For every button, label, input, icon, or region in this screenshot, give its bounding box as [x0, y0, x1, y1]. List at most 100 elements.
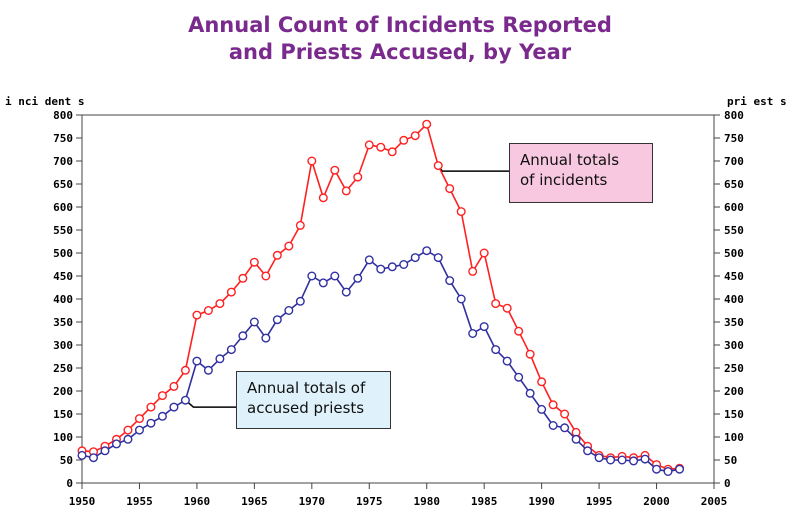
incidents-data-point: [272, 250, 282, 260]
right-y-tick-label: 500: [724, 247, 744, 260]
incidents-data-point: [169, 381, 179, 391]
chart-title-line-1: Annual Count of Incidents Reported: [188, 13, 612, 37]
incidents-data-point: [215, 299, 225, 309]
priests-data-point: [640, 454, 650, 464]
priests-data-point: [146, 418, 156, 428]
right-axis-label: pri est s: [727, 95, 787, 108]
left-y-tick-label: 0: [66, 477, 73, 490]
incidents-data-point: [468, 266, 478, 276]
right-y-tick-label: 50: [724, 454, 737, 467]
priests-data-point: [491, 345, 501, 355]
right-y-tick-label: 600: [724, 201, 744, 214]
priests-data-point: [433, 253, 443, 263]
priests-data-point: [88, 453, 98, 463]
incidents-data-point: [525, 349, 535, 359]
incidents-data-point: [502, 303, 512, 313]
incidents-data-point: [238, 273, 248, 283]
priests-data-point: [445, 276, 455, 286]
incidents-data-point: [307, 156, 317, 166]
left-y-tick-label: 350: [53, 316, 73, 329]
x-tick-label: 1995: [586, 495, 613, 508]
incidents-data-point: [353, 172, 363, 182]
incidents-data-point: [433, 161, 443, 171]
incidents-data-point: [180, 365, 190, 375]
left-y-tick-label: 250: [53, 362, 73, 375]
priests-data-point: [376, 264, 386, 274]
incidents-data-point: [157, 391, 167, 401]
priests-data-point: [169, 402, 179, 412]
left-y-tick-label: 300: [53, 339, 73, 352]
incidents-data-point: [318, 193, 328, 203]
right-y-tick-label: 750: [724, 132, 744, 145]
priests-data-point: [364, 255, 374, 265]
priests-data-point: [548, 421, 558, 431]
right-y-tick-label: 350: [724, 316, 744, 329]
incidents-data-point: [284, 241, 294, 251]
incidents-data-point: [422, 119, 432, 129]
priests-series-line: [81, 249, 680, 473]
priests-data-point: [560, 423, 570, 433]
right-y-tick-label: 650: [724, 178, 744, 191]
priests-data-point: [261, 333, 271, 343]
left-y-tick-label: 200: [53, 385, 73, 398]
priests-data-point: [341, 287, 351, 297]
incidents-data-point: [226, 287, 236, 297]
incidents-data-point: [134, 414, 144, 424]
priests-data-point: [249, 317, 259, 327]
priests-data-point: [353, 273, 363, 283]
x-tick-label: 1950: [69, 495, 96, 508]
priests-data-point: [157, 411, 167, 421]
incidents-data-point: [249, 257, 259, 267]
priests-data-point: [537, 404, 547, 414]
left-y-tick-label: 800: [53, 109, 73, 122]
x-tick-label: 2000: [643, 495, 670, 508]
priests-data-point: [203, 365, 213, 375]
incidents-data-point: [295, 220, 305, 230]
incidents-data-point: [146, 402, 156, 412]
x-tick-label: 1975: [356, 495, 383, 508]
priests-callout-line-2: accused priests: [247, 399, 365, 417]
x-tick-label: 1985: [471, 495, 498, 508]
priests-data-point: [180, 395, 190, 405]
priests-data-point: [134, 425, 144, 435]
priests-data-point: [594, 453, 604, 463]
priests-data-point: [514, 372, 524, 382]
priests-data-point: [307, 271, 317, 281]
priests-data-point: [675, 464, 685, 474]
priests-data-point: [192, 356, 202, 366]
priests-data-point: [525, 388, 535, 398]
priests-data-point: [617, 455, 627, 465]
left-axis-label: i nci dent s: [5, 95, 84, 108]
x-tick-label: 1990: [528, 495, 555, 508]
incidents-callout-line-2: of incidents: [520, 171, 608, 189]
incidents-data-point: [192, 310, 202, 320]
incidents-data-point: [123, 425, 133, 435]
priests-data-point: [502, 356, 512, 366]
x-tick-label: 1965: [241, 495, 268, 508]
incidents-data-point: [410, 131, 420, 141]
priests-data-point: [123, 434, 133, 444]
left-y-tick-label: 550: [53, 224, 73, 237]
right-y-tick-label: 300: [724, 339, 744, 352]
priests-data-point: [284, 306, 294, 316]
priests-data-point: [330, 271, 340, 281]
incidents-data-point: [479, 248, 489, 258]
priests-data-point: [111, 439, 121, 449]
right-y-tick-label: 800: [724, 109, 744, 122]
left-y-tick-label: 400: [53, 293, 73, 306]
incidents-data-point: [514, 326, 524, 336]
priests-data-point: [410, 253, 420, 263]
priests-data-point: [663, 467, 673, 477]
incidents-data-point: [445, 184, 455, 194]
incidents-data-point: [376, 142, 386, 152]
priests-callout: Annual totals of accused priests: [236, 371, 391, 429]
incidents-data-point: [537, 377, 547, 387]
priests-data-point: [399, 260, 409, 270]
priests-data-point: [295, 296, 305, 306]
priests-data-point: [479, 322, 489, 332]
chart-title-line-2: and Priests Accused, by Year: [228, 40, 572, 64]
priests-data-point: [238, 331, 248, 341]
incidents-data-point: [364, 140, 374, 150]
right-y-tick-label: 0: [724, 477, 731, 490]
